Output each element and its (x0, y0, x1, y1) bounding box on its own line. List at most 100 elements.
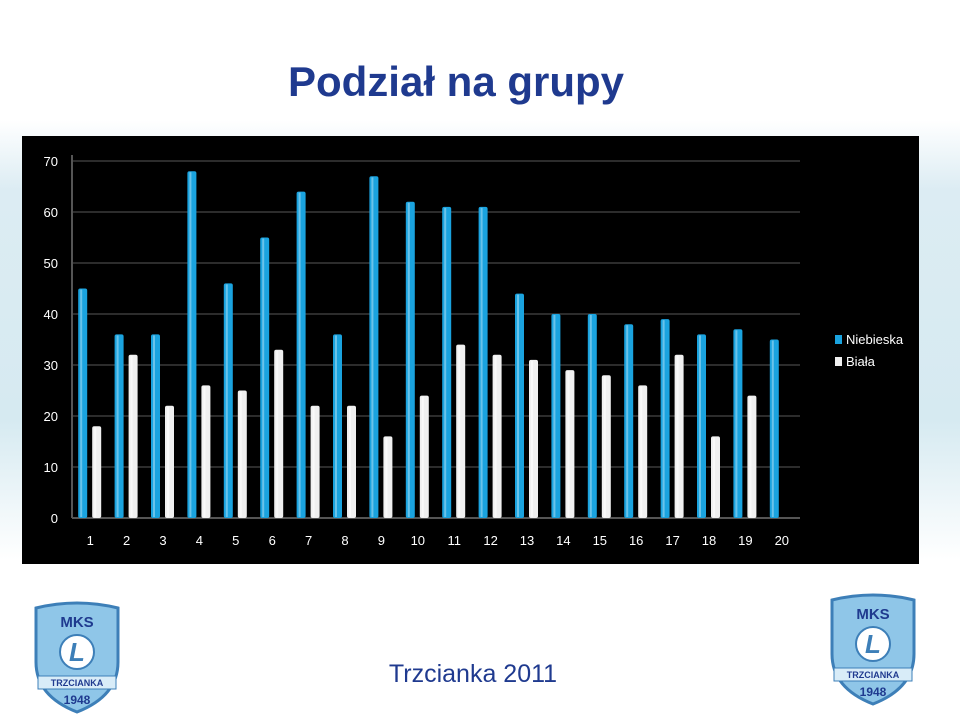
bar-highlight (371, 177, 374, 518)
bar-niebieska-17 (660, 319, 670, 518)
bar-highlight (203, 386, 206, 517)
x-tick-label: 14 (556, 533, 570, 548)
footer-text: Trzcianka 2011 (388, 660, 558, 688)
club-logo-left: MKS L TRZCIANKA 1948 (34, 601, 120, 714)
logo-year: 1948 (64, 693, 91, 707)
bar-niebieska-20 (769, 339, 779, 518)
x-tick-label: 7 (305, 533, 312, 548)
logo-mks-text: MKS (60, 614, 93, 631)
bar-highlight (626, 325, 629, 517)
bar-biala-17 (674, 354, 684, 518)
bar-biala-1 (92, 426, 102, 518)
x-tick-label: 20 (775, 533, 789, 548)
y-tick-label: 10 (44, 460, 58, 475)
y-tick-label: 70 (44, 154, 58, 169)
legend-swatch-biala (835, 357, 842, 366)
bar-highlight (80, 289, 83, 517)
bar-biala-2 (128, 354, 138, 518)
x-tick-label: 10 (411, 533, 425, 548)
axes (71, 155, 800, 519)
bar-niebieska-10 (405, 201, 415, 519)
bar-highlight (276, 350, 279, 517)
logo-mks-text: MKS (856, 606, 889, 623)
bar-biala-6 (274, 349, 284, 518)
bar-niebieska-6 (260, 237, 270, 518)
x-tick-label: 2 (123, 533, 130, 548)
logo-band (833, 667, 913, 682)
logo-band-text: TRZCIANKA (847, 670, 900, 680)
bar-niebieska-5 (223, 283, 233, 518)
x-tick-label: 9 (378, 533, 385, 548)
logo-circle (855, 626, 891, 662)
x-tick-label: 16 (629, 533, 643, 548)
legend-swatch-niebieska (835, 335, 842, 344)
x-tick-label: 19 (738, 533, 752, 548)
legend: Niebieska Biała (835, 332, 904, 369)
bar-highlight (298, 192, 301, 517)
bar-highlight (531, 360, 533, 517)
bar-highlight (385, 437, 388, 517)
legend-label-biala: Biała (846, 354, 876, 369)
y-tick-label: 60 (44, 205, 58, 220)
x-tick-label: 6 (269, 533, 276, 548)
bar-biala-15 (601, 375, 611, 518)
bars (78, 171, 779, 519)
bar-biala-12 (492, 354, 502, 518)
bar-highlight (771, 340, 774, 517)
bar-highlight (262, 238, 265, 517)
bar-highlight (189, 172, 192, 517)
y-tick-label: 50 (44, 256, 58, 271)
bar-highlight (494, 355, 497, 517)
bar-biala-11 (456, 344, 466, 518)
bar-biala-10 (419, 395, 429, 518)
bar-niebieska-4 (187, 171, 197, 518)
chart-panel: 0 10 20 30 40 50 60 70 1 2 3 4 5 6 7 8 9 10 11 12 13 14 15 16 1… (22, 136, 919, 564)
bar-highlight (349, 406, 351, 517)
bar-niebieska-16 (624, 324, 634, 518)
bar-biala-7 (310, 405, 320, 518)
logo-letter: L (69, 637, 85, 667)
logo-circle (59, 634, 95, 670)
bar-niebieska-19 (733, 329, 743, 518)
x-tick-label: 4 (196, 533, 203, 548)
bar-niebieska-3 (151, 334, 160, 518)
bar-niebieska-8 (333, 334, 342, 518)
club-logo-right: MKS L TRZCIANKA 1948 (830, 593, 916, 706)
bar-niebieska-18 (697, 334, 706, 518)
logo-band-text: TRZCIANKA (51, 678, 104, 688)
bar-highlight (640, 386, 643, 517)
y-tick-labels: 0 10 20 30 40 50 60 70 (44, 154, 58, 526)
bar-highlight (335, 335, 337, 517)
x-tick-label: 8 (341, 533, 348, 548)
bar-biala-8 (347, 405, 356, 518)
y-tick-label: 0 (51, 511, 58, 526)
x-tick-label: 13 (520, 533, 534, 548)
legend-label-niebieska: Niebieska (846, 332, 904, 347)
bar-biala-16 (638, 385, 648, 518)
x-tick-label: 1 (87, 533, 94, 548)
bar-highlight (153, 335, 155, 517)
bar-highlight (589, 315, 592, 517)
y-tick-label: 30 (44, 358, 58, 373)
bar-highlight (603, 376, 606, 517)
bar-biala-9 (383, 436, 393, 518)
bar-highlight (480, 207, 483, 517)
x-tick-label: 18 (702, 533, 716, 548)
y-tick-label: 20 (44, 409, 58, 424)
gridlines (72, 160, 800, 519)
bar-biala-4 (201, 385, 211, 518)
x-tick-labels: 1 2 3 4 5 6 7 8 9 10 11 12 13 14 15 16 17 18 19 20 (87, 533, 789, 548)
x-tick-label: 15 (593, 533, 607, 548)
bar-niebieska-2 (114, 334, 124, 518)
bar-highlight (239, 391, 242, 517)
bar-niebieska-14 (551, 314, 561, 518)
bar-highlight (662, 320, 665, 517)
bar-highlight (421, 396, 424, 517)
bar-biala-3 (165, 405, 174, 518)
bar-niebieska-9 (369, 176, 379, 519)
bar-highlight (517, 294, 519, 517)
bar-highlight (407, 202, 410, 518)
logo-letter: L (865, 629, 881, 659)
bar-highlight (167, 406, 169, 517)
bar-highlight (699, 335, 701, 517)
